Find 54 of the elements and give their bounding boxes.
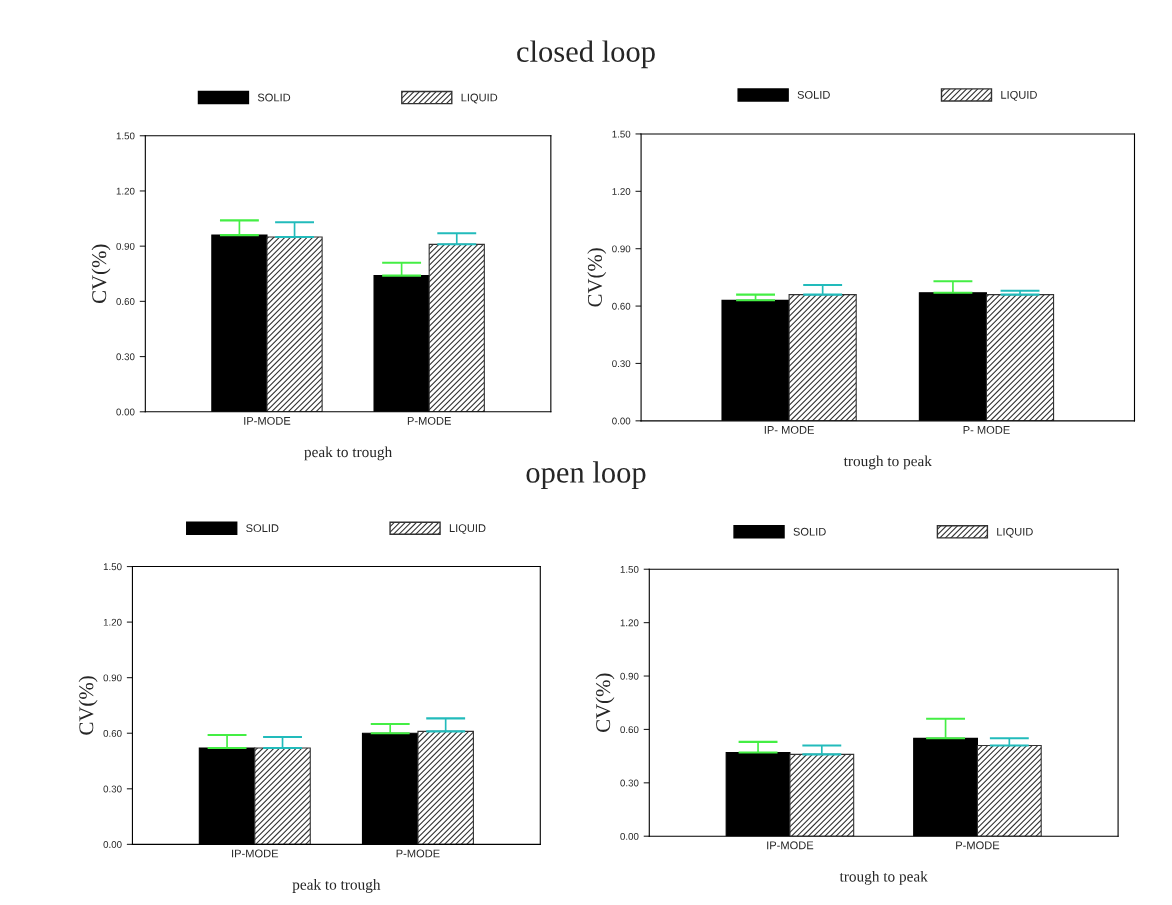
y-tick-label: 1.50 <box>612 130 631 138</box>
legend-label: SOLID <box>793 527 826 536</box>
y-axis-title: CV(%) <box>78 676 98 735</box>
legend-label: SOLID <box>257 93 291 102</box>
chart-title: closed loop <box>517 40 655 69</box>
x-tick-label: IP-MODE <box>232 849 279 858</box>
x-tick-label: P-MODE <box>407 416 451 425</box>
y-tick-label: 1.20 <box>620 619 639 627</box>
y-tick-label: 0.30 <box>116 353 135 361</box>
legend-label: LIQUID <box>449 524 486 535</box>
x-axis-title: peak to trough <box>304 446 393 461</box>
x-axis-title: peak to trough <box>292 879 381 893</box>
legend-label: LIQUID <box>461 93 498 104</box>
y-axis-title: CV(%) <box>91 244 111 303</box>
x-tick-label: IP-MODE <box>244 416 291 425</box>
x-axis-title: trough to peak <box>839 870 928 885</box>
y-tick-label: 1.50 <box>116 132 135 140</box>
y-tick-label: 0.00 <box>620 832 639 840</box>
y-axis-title: CV(%) <box>587 248 607 307</box>
y-tick-label: 1.20 <box>103 618 122 626</box>
legend-label: SOLID <box>246 524 279 533</box>
bar <box>266 236 323 412</box>
x-tick-label: IP- MODE <box>764 425 814 434</box>
y-tick-label: 0.30 <box>612 360 631 368</box>
y-tick-label: 1.50 <box>103 563 122 571</box>
y-tick-label: 1.50 <box>620 565 639 573</box>
y-tick-label: 0.60 <box>103 729 122 737</box>
x-tick-label: P-MODE <box>956 841 1000 850</box>
bar <box>417 730 474 845</box>
y-tick-label: 0.30 <box>103 785 122 793</box>
y-tick-label: 0.30 <box>620 779 639 787</box>
y-tick-label: 0.90 <box>103 674 122 682</box>
bar <box>254 747 311 845</box>
legend-label: SOLID <box>797 90 830 99</box>
x-tick-label: IP-MODE <box>767 841 814 850</box>
y-tick-label: 1.20 <box>612 188 631 195</box>
y-tick-label: 0.60 <box>612 302 631 310</box>
y-tick-label: 0.90 <box>620 672 639 680</box>
y-axis-title: CV(%) <box>595 673 615 732</box>
y-tick-label: 1.20 <box>116 187 135 195</box>
y-tick-label: 0.60 <box>116 298 135 305</box>
y-tick-label: 0.90 <box>116 242 135 250</box>
y-tick-label: 0.00 <box>103 841 122 848</box>
legend-label: LIQUID <box>997 527 1033 538</box>
legend-label: LIQUID <box>1001 90 1037 101</box>
x-tick-label: P- MODE <box>963 425 1010 434</box>
y-tick-label: 0.90 <box>612 245 631 253</box>
y-tick-label: 0.00 <box>116 408 135 416</box>
x-axis-title: trough to peak <box>843 455 932 470</box>
chart-title: open loop <box>526 461 646 489</box>
x-tick-label: P-MODE <box>396 849 440 858</box>
bar <box>428 243 485 412</box>
y-tick-label: 0.00 <box>612 417 631 425</box>
y-tick-label: 0.60 <box>620 726 639 734</box>
